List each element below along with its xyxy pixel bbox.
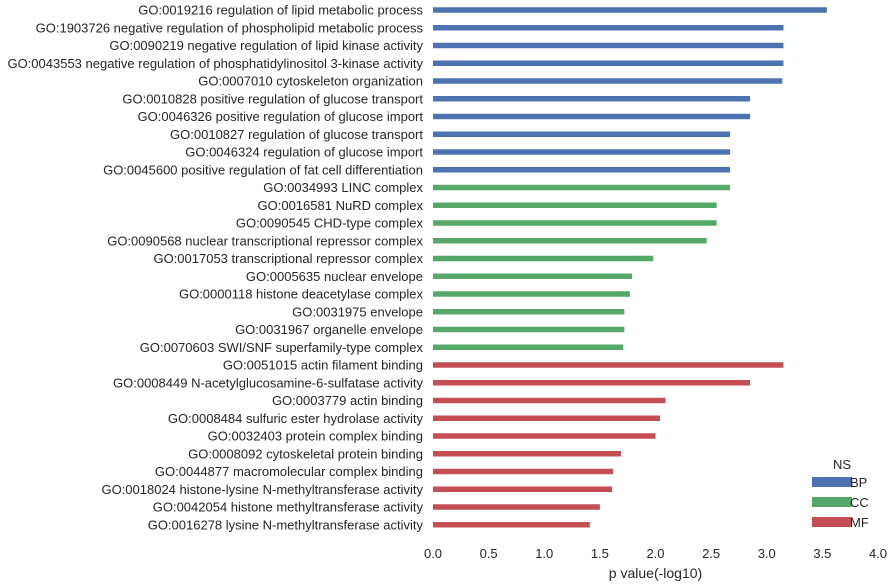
legend-title: NS xyxy=(833,457,851,472)
bar xyxy=(433,184,731,191)
category-label: GO:0090219 negative regulation of lipid … xyxy=(109,38,423,53)
bar xyxy=(433,380,751,386)
x-tick-label: 2.5 xyxy=(702,546,720,561)
bar xyxy=(433,433,656,439)
category-label: GO:0008484 sulfuric ester hydrolase acti… xyxy=(168,411,424,426)
category-label: GO:0031975 envelope xyxy=(292,304,423,319)
bar xyxy=(433,397,666,404)
x-tick-label: 1.0 xyxy=(535,546,553,561)
category-label: GO:0032403 protein complex binding xyxy=(208,429,423,444)
category-label: GO:0008449 N-acetylglucosamine-6-sulfata… xyxy=(113,375,423,390)
category-label: GO:0043553 negative regulation of phosph… xyxy=(7,56,423,71)
category-label: GO:0007010 cytoskeleton organization xyxy=(198,74,423,89)
category-label: GO:0016278 lysine N-methyltransferase ac… xyxy=(148,517,424,532)
bar xyxy=(433,113,751,120)
legend-swatch xyxy=(812,497,852,507)
bar xyxy=(433,273,633,279)
category-label: GO:0031967 organelle envelope xyxy=(235,322,423,337)
category-label: GO:0017053 transcriptional repressor com… xyxy=(153,251,423,266)
bar xyxy=(433,25,784,31)
category-label: GO:0044877 macromolecular complex bindin… xyxy=(155,464,423,479)
category-label: GO:0045600 positive regulation of fat ce… xyxy=(103,162,423,177)
x-axis: 0.0 0.5 1.0 1.5 2.0 2.5 3.0 3.5 4.0 xyxy=(424,546,887,561)
bars-layer xyxy=(433,7,827,528)
category-label: GO:0090568 nuclear transcriptional repre… xyxy=(107,233,423,248)
category-label: GO:0018024 histone-lysine N-methyltransf… xyxy=(101,482,423,497)
category-label: GO:1903726 negative regulation of phosph… xyxy=(36,20,424,35)
category-label: GO:0008092 cytoskeletal protein binding xyxy=(188,446,423,461)
category-label: GO:0046324 regulation of glucose import xyxy=(185,145,423,160)
bar xyxy=(433,78,783,84)
legend-swatch xyxy=(812,477,852,487)
legend: NS BP CC MF xyxy=(812,457,869,530)
bar xyxy=(433,451,622,457)
category-label: GO:0005635 nuclear envelope xyxy=(246,269,423,284)
category-label: GO:0010827 regulation of glucose transpo… xyxy=(170,127,423,142)
bar xyxy=(433,149,731,155)
bar xyxy=(433,522,590,528)
bar xyxy=(433,131,731,137)
x-tick-label: 0.0 xyxy=(424,546,442,561)
category-label: GO:0070603 SWI/SNF superfamily-type comp… xyxy=(140,340,424,355)
bar xyxy=(433,202,717,208)
bar xyxy=(433,468,614,475)
bar xyxy=(433,96,751,102)
category-label: GO:0010828 positive regulation of glucos… xyxy=(122,91,423,106)
bar xyxy=(433,326,625,333)
category-label: GO:0016581 NuRD complex xyxy=(258,198,424,213)
bar xyxy=(433,486,613,492)
bar xyxy=(433,7,827,13)
category-label: GO:0003779 actin binding xyxy=(272,393,423,408)
bar xyxy=(433,238,707,244)
bar xyxy=(433,220,717,226)
legend-label: MF xyxy=(850,515,869,530)
legend-swatch xyxy=(812,517,852,527)
bar xyxy=(433,344,624,350)
category-labels: GO:0019216 regulation of lipid metabolic… xyxy=(7,3,423,533)
category-label: GO:0090545 CHD-type complex xyxy=(236,216,424,231)
bar xyxy=(433,60,784,66)
legend-label: BP xyxy=(850,475,867,490)
x-axis-title: p value(-log10) xyxy=(609,565,702,581)
bar xyxy=(433,291,630,297)
x-tick-label: 0.5 xyxy=(480,546,498,561)
x-tick-label: 3.5 xyxy=(813,546,831,561)
category-label: GO:0000118 histone deacetylase complex xyxy=(179,287,424,302)
category-label: GO:0042054 histone methyltransferase act… xyxy=(153,500,424,515)
bar xyxy=(433,362,784,368)
category-label: GO:0034993 LINC complex xyxy=(263,180,423,195)
bar xyxy=(433,255,654,262)
x-tick-label: 3.0 xyxy=(758,546,776,561)
x-tick-label: 1.5 xyxy=(591,546,609,561)
bar xyxy=(433,167,731,173)
category-label: GO:0019216 regulation of lipid metabolic… xyxy=(138,3,423,18)
x-tick-label: 2.0 xyxy=(646,546,664,561)
category-label: GO:0051015 actin filament binding xyxy=(223,358,423,373)
bar xyxy=(433,504,600,510)
bar xyxy=(433,415,660,421)
legend-label: CC xyxy=(850,495,869,510)
category-label: GO:0046326 positive regulation of glucos… xyxy=(138,109,424,124)
x-tick-label: 4.0 xyxy=(869,546,887,561)
bar xyxy=(433,309,625,315)
bar xyxy=(433,42,784,49)
